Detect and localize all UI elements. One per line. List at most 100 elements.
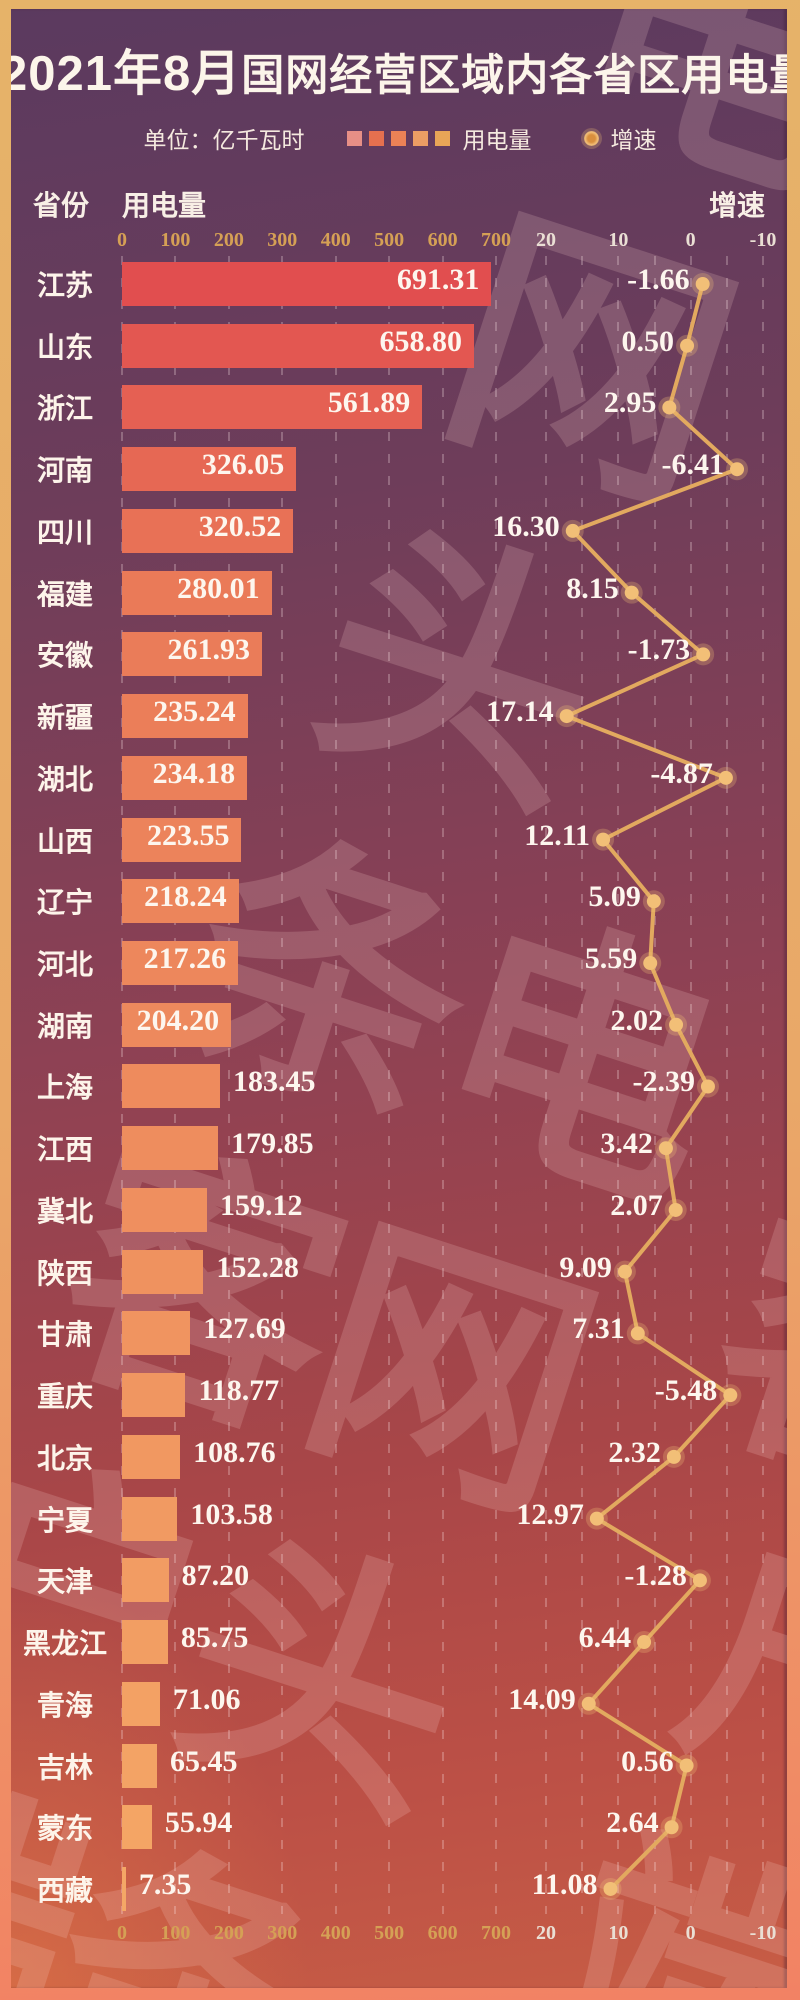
growth-dot — [630, 1326, 645, 1341]
growth-value: 8.15 — [566, 571, 619, 605]
province-label: 新疆 — [36, 703, 93, 735]
consumption-value: 87.20 — [181, 1559, 250, 1593]
province-label: 四川 — [36, 517, 93, 549]
content-layer: 2021年8月国网经营区域内各省区用电量 单位：亿千瓦时 用电量 增速 省份 用… — [11, 9, 787, 1988]
province-label: 湖北 — [36, 764, 93, 796]
growth-dot — [624, 585, 639, 600]
consumption-value: 204.20 — [136, 1003, 220, 1037]
bar-axis-tick: 700 — [481, 229, 511, 251]
legend: 单位：亿千瓦时 用电量 增速 — [11, 121, 787, 155]
consumption-bar — [122, 262, 492, 306]
consumption-value: 55.94 — [164, 1806, 233, 1840]
growth-dot — [680, 338, 695, 353]
growth-dot — [692, 1573, 707, 1588]
legend-swatch — [346, 130, 362, 146]
consumption-bar — [122, 323, 474, 368]
consumption-bar — [122, 1620, 168, 1665]
province-label: 甘肃 — [36, 1320, 93, 1352]
gridline — [441, 256, 444, 1914]
growth-value: 3.42 — [600, 1127, 653, 1161]
bar-axis-tick: 200 — [213, 229, 244, 251]
consumption-value: 234.18 — [152, 756, 236, 790]
province-label: 河北 — [36, 950, 93, 982]
growth-axis-tick: -10 — [749, 1922, 777, 1944]
consumption-bar — [122, 1249, 204, 1294]
consumption-value: 118.77 — [198, 1374, 280, 1408]
growth-dot — [646, 894, 661, 909]
bar-rows-layer: 江苏 691.31 -1.66 山东 658.80 0.50 浙江 561.89 2.95 河南 3… — [11, 9, 787, 1988]
gridline — [281, 256, 284, 1914]
consumption-bar — [122, 817, 242, 862]
consumption-value: 127.69 — [203, 1312, 286, 1346]
consumption-value: 217.26 — [143, 942, 227, 976]
growth-dot — [718, 770, 733, 785]
gridline — [545, 256, 547, 1914]
growth-value: -6.41 — [661, 448, 725, 482]
bar-axis-tick: 500 — [374, 1922, 405, 1944]
bar-axis-tick: 600 — [427, 1922, 458, 1944]
consumption-bar — [122, 1126, 219, 1171]
consumption-value: 223.55 — [146, 818, 230, 852]
province-label: 黑龙江 — [22, 1629, 107, 1661]
consumption-bar — [122, 1311, 191, 1356]
growth-dot — [723, 1388, 738, 1403]
legend-swatch — [434, 130, 450, 146]
growth-dot — [596, 832, 611, 847]
bar-axis-tick: 0 — [117, 1922, 127, 1944]
growth-value: 5.59 — [584, 942, 638, 976]
consumption-bar — [122, 755, 248, 800]
growth-axis-tick: 0 — [685, 229, 696, 251]
gridline — [581, 256, 584, 1914]
consumption-bar — [122, 1496, 178, 1541]
column-header-province: 省份 — [33, 191, 90, 222]
growth-dot — [559, 709, 574, 724]
growth-value: 2.07 — [610, 1188, 663, 1222]
growth-dot — [679, 1758, 694, 1773]
legend-bars-label: 用电量 — [462, 127, 532, 153]
province-label: 江苏 — [36, 271, 93, 302]
growth-value: -1.28 — [624, 1559, 687, 1593]
title-text: 国网经营区域内各省区用电量 — [241, 52, 787, 100]
gridline — [725, 256, 728, 1914]
bar-axis-tick: 200 — [213, 1922, 244, 1944]
province-label: 上海 — [36, 1073, 93, 1105]
consumption-value: 218.24 — [144, 880, 227, 914]
province-label: 浙江 — [36, 394, 93, 426]
consumption-bar — [122, 1743, 157, 1788]
consumption-value: 65.45 — [169, 1744, 238, 1778]
growth-value: 14.09 — [508, 1682, 576, 1716]
growth-dot — [565, 523, 580, 538]
consumption-bar — [122, 1558, 169, 1603]
province-label: 江西 — [36, 1135, 93, 1167]
growth-dot — [730, 462, 745, 477]
consumption-value: 159.12 — [220, 1188, 303, 1222]
growth-dot — [643, 956, 658, 971]
bar-axis-tick: 400 — [320, 1922, 351, 1944]
consumption-value: 183.45 — [233, 1065, 316, 1099]
gridline — [227, 256, 230, 1914]
growth-dot — [664, 1820, 679, 1835]
growth-value: -4.87 — [650, 756, 713, 790]
province-label: 安徽 — [36, 641, 93, 673]
growth-value: 2.64 — [606, 1806, 659, 1840]
consumption-bar — [122, 632, 262, 677]
growth-value: 2.02 — [610, 1003, 664, 1037]
gridline — [762, 256, 764, 1914]
growth-value: -1.66 — [627, 263, 690, 296]
consumption-value: 7.35 — [138, 1867, 192, 1901]
bar-axis-tick: 0 — [117, 229, 127, 251]
legend-swatch — [368, 130, 384, 146]
growth-value: -5.48 — [654, 1374, 718, 1408]
consumption-value: 152.28 — [216, 1250, 299, 1284]
consumption-value: 85.75 — [180, 1621, 249, 1655]
consumption-bar — [122, 1866, 126, 1911]
consumption-value: 235.24 — [153, 695, 236, 729]
growth-value: -2.39 — [632, 1065, 695, 1099]
consumption-value: 561.89 — [327, 386, 411, 420]
growth-axis-tick: -10 — [749, 229, 777, 251]
consumption-value: 320.52 — [198, 509, 282, 543]
province-label: 湖南 — [36, 1011, 93, 1043]
bar-axis-tick: 300 — [267, 1922, 298, 1944]
column-header-growth: 增速 — [708, 191, 765, 222]
consumption-bar — [122, 1681, 160, 1726]
